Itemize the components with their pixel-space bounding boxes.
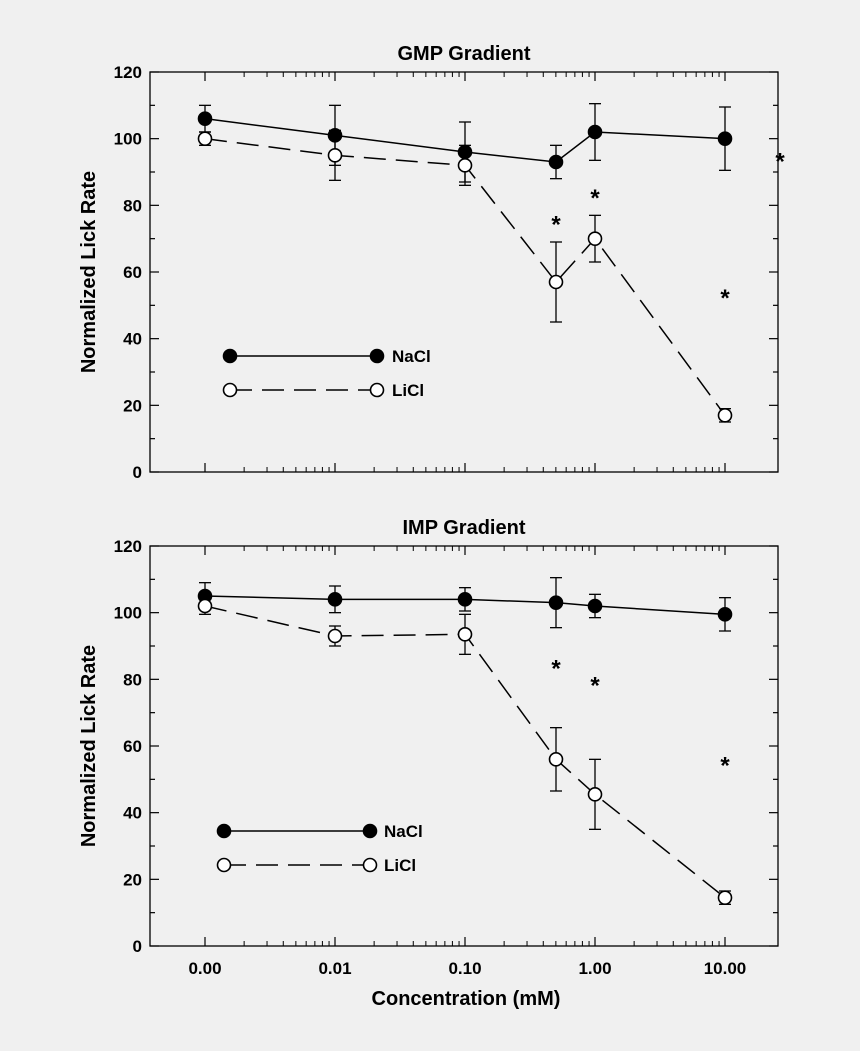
legend-label: NaCl [384, 822, 423, 841]
data-point-licl [457, 158, 473, 173]
data-point-licl [327, 628, 343, 644]
data-point-licl [548, 274, 564, 290]
data-point-licl [587, 231, 603, 246]
data-point-nacl [548, 595, 564, 610]
series-line-licl [204, 605, 726, 899]
y-axis-label: Normalized Lick Rate [78, 645, 100, 847]
legend-marker [222, 348, 238, 364]
significance-asterisk: * [775, 148, 785, 175]
data-point-nacl [457, 592, 473, 607]
series-line-nacl [204, 595, 726, 616]
legend-marker [216, 857, 232, 873]
y-tick-label: 0 [133, 463, 142, 482]
legend-marker [362, 857, 378, 873]
data-point-licl [197, 131, 213, 146]
legend-marker [369, 382, 385, 398]
legend-label: LiCl [384, 856, 416, 875]
series-line-licl [204, 137, 726, 416]
data-point-nacl [327, 592, 343, 607]
y-tick-label: 120 [114, 63, 142, 82]
significance-asterisk: * [551, 656, 561, 683]
x-tick-label: 10.00 [704, 959, 747, 978]
y-tick-label: 80 [123, 670, 142, 689]
data-point-nacl [197, 111, 213, 126]
significance-asterisk: * [551, 212, 561, 239]
data-point-licl [197, 598, 213, 614]
x-tick-label: 1.00 [578, 959, 611, 978]
legend-label: NaCl [392, 347, 431, 366]
y-tick-label: 60 [123, 737, 142, 756]
y-tick-label: 0 [133, 937, 142, 956]
significance-asterisk: * [720, 752, 730, 779]
data-point-nacl [717, 131, 733, 146]
y-tick-label: 20 [123, 396, 142, 415]
series-line-nacl [204, 117, 726, 163]
x-tick-label: 0.10 [448, 959, 481, 978]
significance-asterisk: * [590, 672, 600, 699]
y-tick-label: 40 [123, 804, 142, 823]
data-point-licl [587, 787, 603, 802]
y-tick-label: 100 [114, 604, 142, 623]
y-tick-label: 20 [123, 870, 142, 889]
data-point-nacl [587, 124, 603, 140]
imp-panel: IMP Gradient Normalized Lick Rate 0 20 40 60 8… [78, 517, 779, 978]
x-tick-label: 0.01 [318, 959, 351, 978]
y-tick-label: 40 [123, 330, 142, 349]
legend-marker [222, 382, 238, 398]
data-point-nacl [587, 598, 603, 614]
y-tick-label: 100 [114, 130, 142, 149]
plot-frame [149, 71, 779, 473]
significance-asterisk: * [720, 285, 730, 312]
significance-asterisk: * [590, 185, 600, 212]
legend-marker [216, 823, 232, 839]
data-point-licl [548, 752, 564, 767]
y-tick-label: 80 [123, 196, 142, 215]
data-point-licl [327, 148, 343, 163]
chart-title: IMP Gradient [403, 517, 526, 539]
data-point-nacl [548, 154, 564, 170]
data-point-licl [457, 627, 473, 642]
gmp-panel: GMP Gradient Normalized Lick Rate 0 20 40 60 8… [78, 43, 785, 482]
y-tick-label: 60 [123, 263, 142, 282]
y-axis-label: Normalized Lick Rate [78, 171, 100, 373]
data-point-nacl [717, 607, 733, 622]
legend-marker [369, 348, 385, 364]
x-axis-label: Concentration (mM) [372, 988, 561, 1010]
chart-title: GMP Gradient [398, 43, 531, 65]
y-tick-label: 120 [114, 537, 142, 556]
x-tick-label: 0.00 [188, 959, 221, 978]
legend-marker [362, 823, 378, 839]
legend-label: LiCl [392, 381, 424, 400]
data-point-licl [717, 890, 733, 905]
data-point-licl [717, 408, 733, 423]
